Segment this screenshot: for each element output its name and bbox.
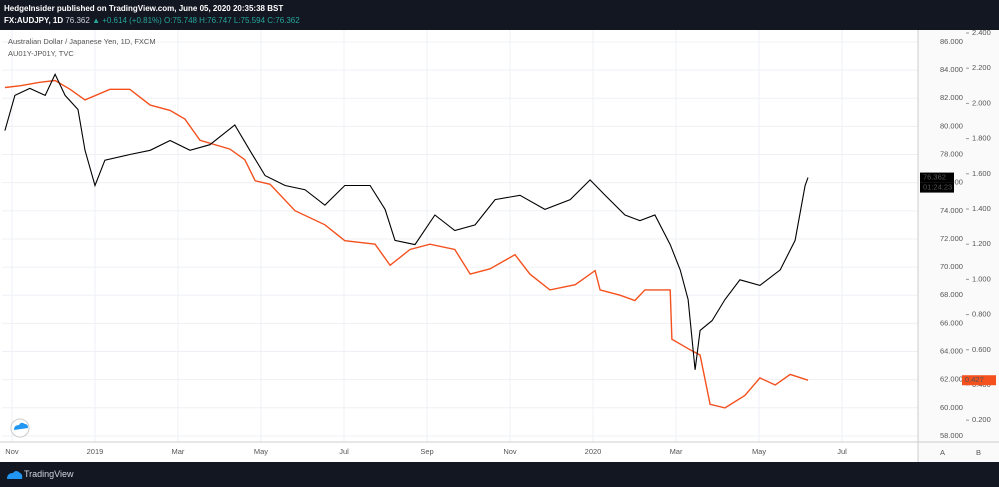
series-line [4, 73, 809, 370]
x-tick-label: Sep [420, 447, 433, 456]
countdown-box [920, 182, 954, 193]
price-scale [918, 30, 999, 462]
y2-tick-label: 1.600 [972, 169, 991, 178]
x-tick-label: May [752, 447, 766, 456]
y2-tick-label: 1.200 [972, 239, 991, 248]
x-tick-label: Nov [5, 447, 19, 456]
x-tick-label: Jul [837, 447, 847, 456]
y-tick-label: 58.000 [940, 431, 963, 440]
y-tick-label: 86.000 [940, 37, 963, 46]
x-tick-label: 2019 [87, 447, 104, 456]
button[interactable]: A [940, 448, 945, 457]
last-value-box [920, 172, 954, 183]
countdown: 01:24:23 [923, 183, 952, 192]
y2-tick-label: 0.600 [972, 345, 991, 354]
last-value-label: 0.427 [965, 375, 984, 384]
y2-tick-label: 0.200 [972, 415, 991, 424]
chart: Australian Dollar / Japanese Yen, 1D, FX… [0, 30, 999, 462]
x-tick-label: Nov [503, 447, 517, 456]
last: 76.362 [65, 16, 90, 25]
legend-entry: Australian Dollar / Japanese Yen, 1D, FX… [8, 37, 156, 46]
symbol: FX:AUDJPY, 1D [4, 16, 64, 25]
header: HedgeInsider published on TradingView.co… [0, 0, 999, 30]
series-line [4, 79, 809, 409]
y-tick-label: 70.000 [940, 262, 963, 271]
y2-tick-label: 2.200 [972, 63, 991, 72]
ohlc: O:75.748 H:76.747 L:75.594 C:76.362 [164, 16, 300, 25]
y2-tick-label: 1.400 [972, 204, 991, 213]
x-tick-label: 2020 [585, 447, 602, 456]
y-tick-label: 82.000 [940, 93, 963, 102]
background [0, 30, 999, 462]
footer-logo [7, 471, 23, 479]
x-tick-label: May [254, 447, 268, 456]
y-tick-label: 66.000 [940, 318, 963, 327]
y2-tick-label: 1.800 [972, 134, 991, 143]
y-tick-label: 68.000 [940, 290, 963, 299]
logo-icon [14, 422, 28, 430]
y-tick-label: 62.000 [940, 375, 963, 384]
y2-tick-label: 0.800 [972, 310, 991, 319]
x-tick-label: Mar [172, 447, 185, 456]
y2-tick-label: 2.000 [972, 98, 991, 107]
button[interactable]: B [976, 448, 981, 457]
last-value-label: 76.362 [923, 173, 946, 182]
y-tick-label: 72.000 [940, 234, 963, 243]
y2-tick-label: 1.000 [972, 274, 991, 283]
legend-entry: AU01Y-JP01Y, TVC [8, 49, 74, 58]
change: ▲ +0.614 (+0.81%) [92, 16, 162, 25]
footer: TradingView [0, 462, 999, 487]
y2-tick-label: 2.400 [972, 30, 991, 37]
y-tick-label: 60.000 [940, 403, 963, 412]
y-tick-label: 64.000 [940, 347, 963, 356]
y-tick-label: 78.000 [940, 150, 963, 159]
brand: TradingView [24, 469, 74, 479]
y-tick-label: 84.000 [940, 65, 963, 74]
publisher: HedgeInsider published on TradingView.co… [4, 4, 284, 13]
last-value-box [962, 375, 996, 386]
x-tick-label: Jul [339, 447, 349, 456]
x-tick-label: Mar [670, 447, 683, 456]
y-tick-label: 74.000 [940, 206, 963, 215]
y-tick-label: 80.000 [940, 121, 963, 130]
